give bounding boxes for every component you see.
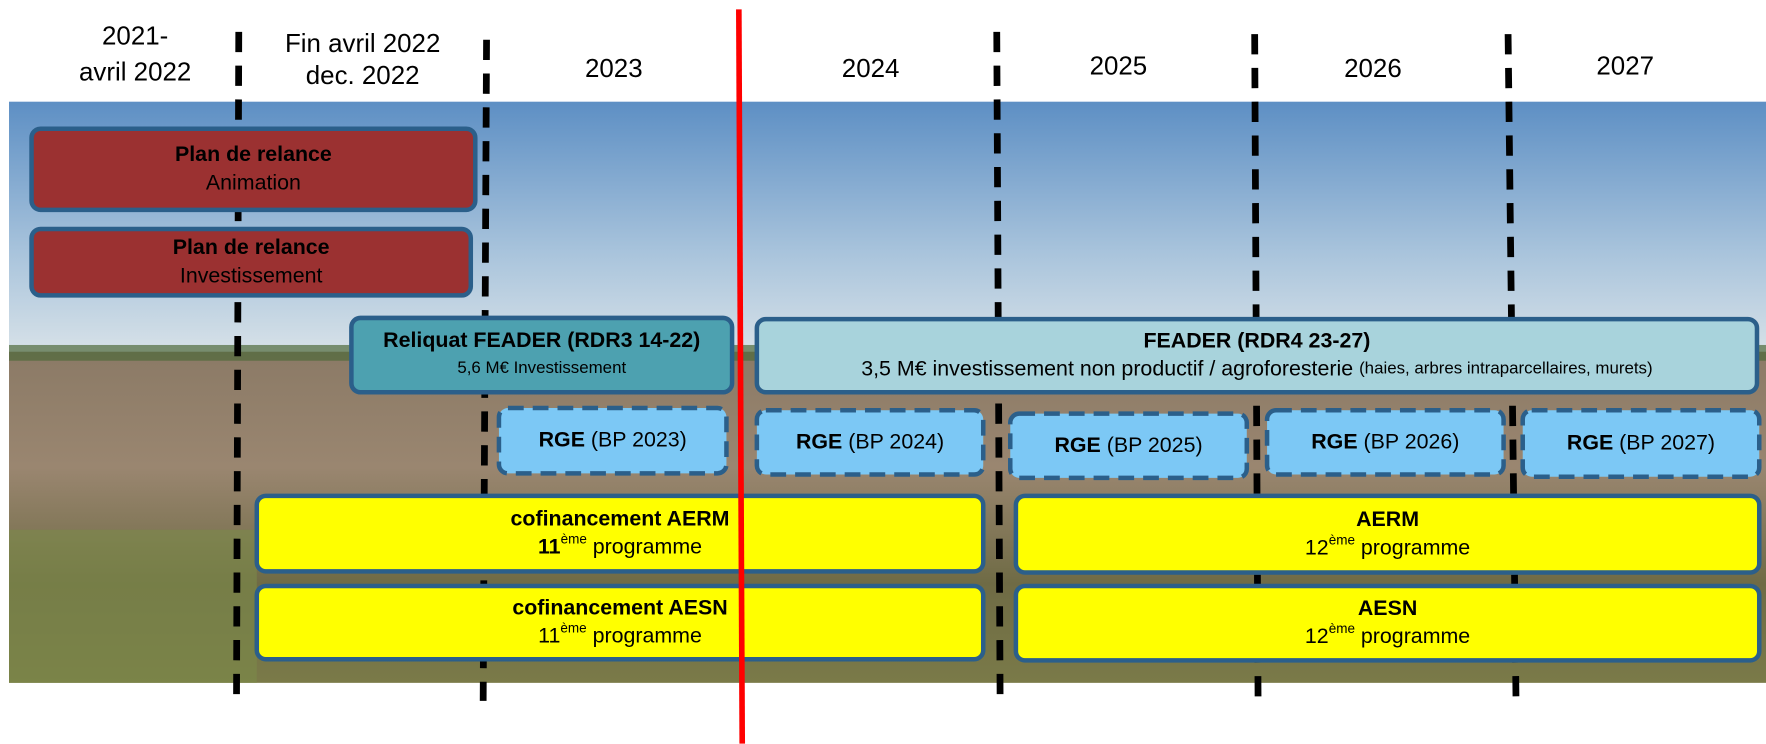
text-run: FEADER (RDR4 23-27): [1143, 328, 1370, 352]
text-run: 12: [1305, 535, 1329, 559]
text-run: programme: [1355, 624, 1470, 648]
text-run: RGE: [1311, 429, 1357, 453]
text-run: (BP 2023): [585, 427, 687, 451]
text-run: 3,5 M€ investissement non productif / ag…: [861, 356, 1359, 380]
text-run: cofinancement AERM: [511, 506, 730, 530]
box-text: cofinancement AESN: [512, 595, 727, 619]
text-run: AERM: [1356, 507, 1419, 531]
grass: [9, 530, 257, 683]
text-run: 5,6 M€ Investissement: [457, 359, 626, 378]
box-text: Reliquat FEADER (RDR3 14-22): [383, 328, 700, 352]
column-header: 2021-: [102, 22, 168, 50]
text-run: ème: [561, 532, 587, 547]
box-text: RGE (BP 2024): [796, 429, 944, 453]
box-text: RGE (BP 2027): [1567, 430, 1715, 454]
box-text: Investissement: [180, 263, 323, 287]
box-text: Plan de relance: [175, 142, 332, 166]
text-run: Animation: [206, 170, 301, 194]
box-text: 5,6 M€ Investissement: [457, 359, 626, 378]
column-header: 2027: [1596, 53, 1654, 81]
column-header: 2024: [842, 55, 900, 83]
text-run: Investissement: [180, 263, 323, 287]
text-run: Plan de relance: [175, 142, 332, 166]
column-header: avril 2022: [79, 58, 191, 86]
text-run: Plan de relance: [173, 235, 330, 259]
box-text: Plan de relance: [173, 235, 330, 259]
text-run: RGE: [1567, 430, 1613, 454]
column-header: Fin avril 2022: [285, 30, 440, 58]
text-run: 12: [1305, 624, 1329, 648]
text-run: ème: [560, 621, 586, 636]
box-text: AERM: [1356, 507, 1419, 531]
text-run: RGE: [796, 429, 842, 453]
box-text: Animation: [206, 170, 301, 194]
box-text: cofinancement AERM: [511, 506, 730, 530]
text-run: (haies, arbres intraparcellaires, murets…: [1359, 359, 1653, 378]
text-run: RGE: [1054, 432, 1100, 456]
text-run: (BP 2027): [1613, 430, 1715, 454]
column-headers: 2021- avril 2022 Fin avril 2022 dec. 2022 20…: [79, 22, 1654, 89]
text-run: programme: [587, 534, 702, 558]
text-run: (BP 2026): [1358, 429, 1460, 453]
box-text: 3,5 M€ investissement non productif / ag…: [861, 356, 1652, 380]
timeline-diagram: Plan de relance Animation Plan de relance I…: [0, 0, 1766, 744]
box-text: AESN: [1358, 596, 1417, 620]
text-run: programme: [587, 623, 702, 647]
text-run: AESN: [1358, 596, 1417, 620]
text-run: RGE: [539, 427, 585, 451]
text-run: Reliquat FEADER (RDR3 14-22): [383, 328, 700, 352]
text-run: programme: [1355, 535, 1470, 559]
box-text: RGE (BP 2023): [539, 427, 687, 451]
column-header: 2023: [585, 55, 643, 83]
text-run: ème: [1329, 621, 1355, 636]
text-run: (BP 2025): [1101, 432, 1203, 456]
column-header: 2025: [1090, 53, 1148, 81]
box-text: FEADER (RDR4 23-27): [1143, 328, 1370, 352]
text-run: 11: [538, 534, 561, 558]
today-line: [739, 9, 742, 743]
text-run: (BP 2024): [842, 429, 944, 453]
column-header: dec. 2022: [306, 62, 420, 90]
box-text: RGE (BP 2025): [1054, 432, 1202, 456]
column-header: 2026: [1344, 55, 1402, 83]
text-run: ème: [1329, 532, 1355, 547]
box-text: RGE (BP 2026): [1311, 429, 1459, 453]
text-run: 11: [538, 623, 560, 647]
text-run: cofinancement AESN: [512, 595, 727, 619]
